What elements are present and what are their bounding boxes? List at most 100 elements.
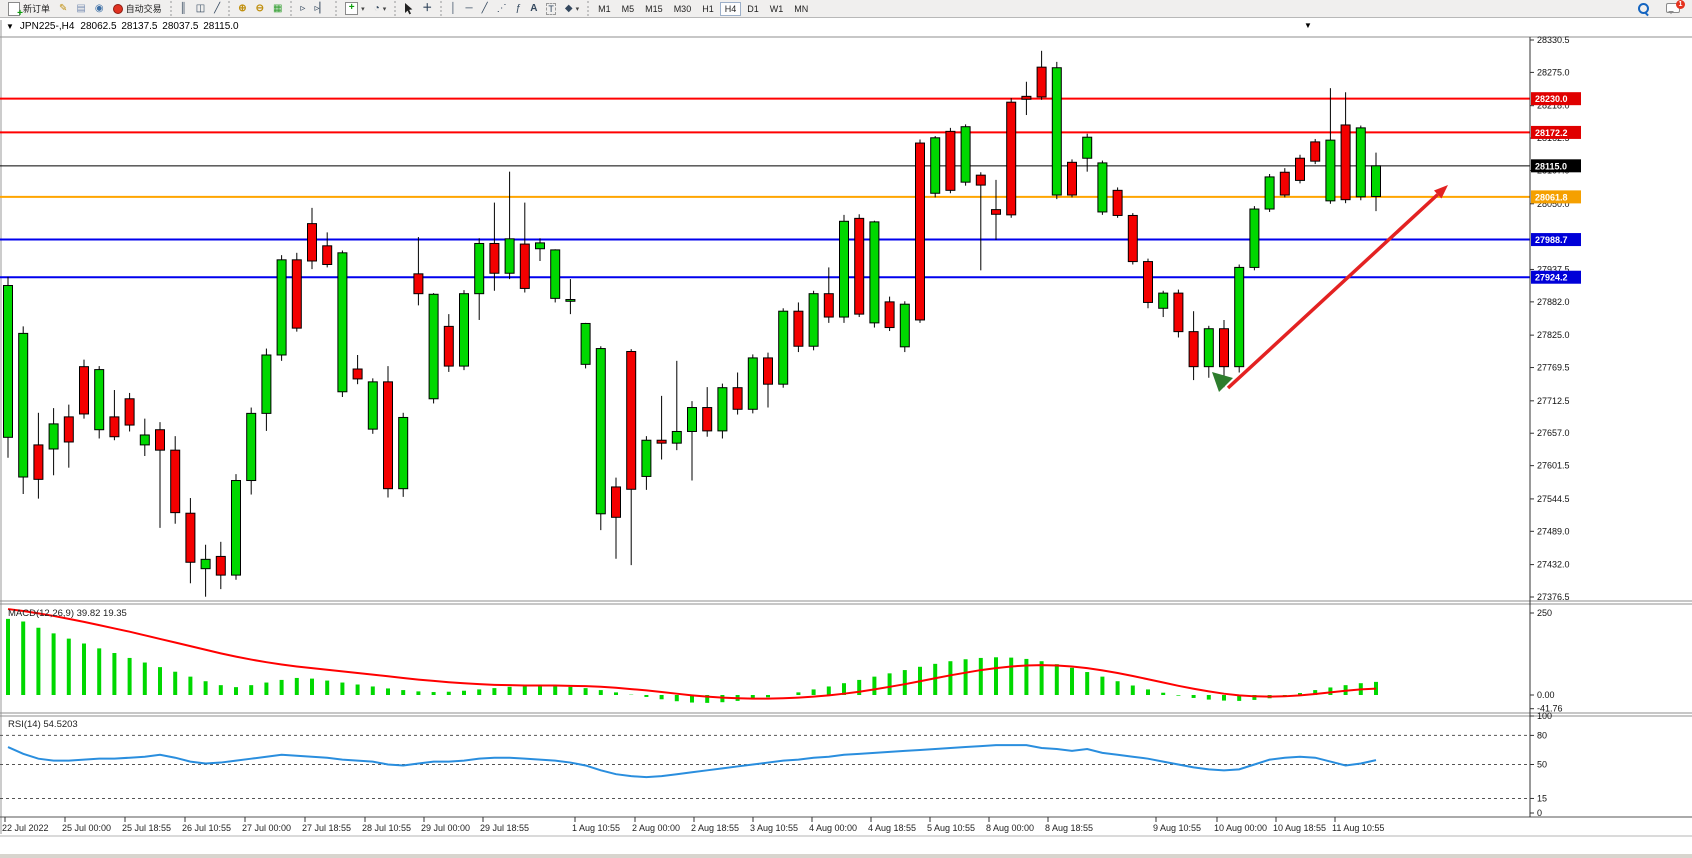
text-label-button[interactable]: T bbox=[542, 2, 560, 16]
bear-candle bbox=[975, 174, 986, 186]
bear-candle bbox=[626, 350, 637, 490]
fibonacci-button[interactable]: ƒ bbox=[512, 2, 526, 16]
bear-candle bbox=[1036, 66, 1047, 98]
candlestick-chart-button[interactable]: ◫ bbox=[192, 2, 209, 16]
bear-candle bbox=[945, 130, 956, 191]
timeframe-w1-button[interactable]: W1 bbox=[765, 2, 789, 16]
bear-candle bbox=[170, 449, 181, 514]
timeframe-m15-button[interactable]: M15 bbox=[640, 2, 668, 16]
chevron-down-icon: ▾ bbox=[382, 5, 387, 13]
add-indicator-button[interactable]: + ▾ bbox=[341, 2, 369, 16]
vertical-line-button[interactable]: │ bbox=[446, 2, 460, 16]
timeframe-h1-button[interactable]: H1 bbox=[697, 2, 719, 16]
objects-group: │ ─ ╱ ⋰ ƒ A T ◆ ▾ bbox=[440, 1, 587, 16]
bull-candle bbox=[1371, 165, 1381, 197]
svg-text:27712.5: 27712.5 bbox=[1537, 396, 1570, 406]
chat-icon: 1 bbox=[1666, 0, 1685, 14]
chart-shift-button[interactable]: ▹▏ bbox=[310, 2, 331, 16]
auto-trading-label: 自动交易 bbox=[125, 4, 162, 14]
bull-candle bbox=[337, 252, 348, 393]
svg-text:27769.5: 27769.5 bbox=[1537, 363, 1570, 373]
equidistant-channel-button[interactable]: ⋰ bbox=[493, 2, 511, 16]
zoom-in-icon: ⊕ bbox=[238, 2, 247, 14]
search-button[interactable] bbox=[1634, 2, 1654, 16]
bear-candle bbox=[1188, 331, 1199, 368]
zoom-in-button[interactable]: ⊕ bbox=[234, 2, 250, 16]
timeframe-mn-button[interactable]: MN bbox=[789, 2, 813, 16]
svg-text:27988.7: 27988.7 bbox=[1535, 235, 1568, 245]
timeframe-m1-button[interactable]: M1 bbox=[593, 2, 616, 16]
timeframe-h4-button[interactable]: H4 bbox=[719, 1, 742, 16]
macd-label: MACD(12,26,9) 39.82 19.35 bbox=[8, 608, 127, 619]
signals-button[interactable]: ◉ bbox=[91, 2, 108, 16]
horizontal-line-button[interactable]: ─ bbox=[462, 2, 477, 16]
bull-candle bbox=[687, 407, 697, 432]
svg-text:27544.5: 27544.5 bbox=[1537, 494, 1570, 504]
line-chart-button[interactable]: ╱ bbox=[210, 2, 224, 16]
tile-windows-button[interactable]: ▦ bbox=[269, 2, 286, 16]
price-badge bbox=[1531, 233, 1581, 247]
bull-candle bbox=[899, 303, 910, 348]
svg-text:4 Aug 00:00: 4 Aug 00:00 bbox=[809, 823, 857, 833]
bull-candle bbox=[139, 434, 150, 446]
auto-trading-button[interactable]: 自动交易 bbox=[109, 2, 166, 16]
bull-candle bbox=[1355, 127, 1366, 198]
bear-candle bbox=[1112, 189, 1123, 216]
collapse-icon[interactable]: ▼ bbox=[6, 22, 14, 31]
bull-candle bbox=[1325, 139, 1336, 202]
auto-scroll-button[interactable]: ▹ bbox=[296, 2, 309, 16]
svg-text:8 Aug 18:55: 8 Aug 18:55 bbox=[1045, 823, 1093, 833]
trend-arrow bbox=[1212, 185, 1448, 392]
open-value: 28062.5 bbox=[80, 21, 117, 32]
period-button[interactable]: ◔ ▾ bbox=[370, 2, 391, 16]
bull-candle bbox=[595, 348, 606, 515]
highlighter-button[interactable]: ✎ bbox=[55, 2, 71, 16]
ohlc-readout: 28062.5 28137.5 28037.5 28115.0 bbox=[80, 21, 240, 32]
new-order-icon: + bbox=[8, 1, 23, 18]
bear-candle bbox=[1219, 328, 1229, 368]
svg-text:28230.0: 28230.0 bbox=[1535, 94, 1568, 104]
timeframe-m5-button[interactable]: M5 bbox=[617, 2, 640, 16]
svg-text:29 Jul 18:55: 29 Jul 18:55 bbox=[480, 823, 529, 833]
svg-text:22 Jul 2022: 22 Jul 2022 bbox=[2, 823, 49, 833]
notifications-button[interactable]: 1 bbox=[1662, 0, 1685, 16]
crosshair-button[interactable]: ＋ bbox=[418, 2, 436, 16]
new-order-label: 新订单 bbox=[23, 4, 51, 14]
svg-text:27 Jul 18:55: 27 Jul 18:55 bbox=[302, 823, 351, 833]
svg-text:2 Aug 00:00: 2 Aug 00:00 bbox=[632, 823, 680, 833]
trendline-button[interactable]: ╱ bbox=[478, 2, 492, 16]
svg-text:28 Jul 10:55: 28 Jul 10:55 bbox=[362, 823, 411, 833]
cursor-button[interactable] bbox=[400, 2, 417, 16]
new-order-button[interactable]: + 新订单 bbox=[4, 1, 54, 18]
low-value: 28037.5 bbox=[162, 21, 199, 32]
bull-candle bbox=[94, 369, 105, 431]
zoom-group: ⊕ ⊖ ▦ bbox=[228, 1, 290, 16]
scroll-marker-icon[interactable]: ▼ bbox=[1304, 21, 1312, 30]
horizontal-line-icon: ─ bbox=[465, 2, 473, 14]
depth-of-market-icon: ▤ bbox=[76, 2, 86, 14]
svg-text:-41.76: -41.76 bbox=[1537, 704, 1563, 714]
bear-candle bbox=[352, 368, 363, 380]
bull-candle bbox=[231, 480, 241, 576]
timeframe-m30-button[interactable]: M30 bbox=[669, 2, 697, 16]
depth-of-market-button[interactable]: ▤ bbox=[72, 2, 89, 16]
svg-text:29 Jul 00:00: 29 Jul 00:00 bbox=[421, 823, 470, 833]
bear-candle bbox=[915, 142, 925, 321]
bull-candle bbox=[1082, 136, 1093, 159]
bar-chart-button[interactable]: ║ bbox=[176, 2, 191, 16]
zoom-out-button[interactable]: ⊖ bbox=[252, 2, 268, 16]
bull-candle bbox=[535, 242, 545, 250]
timeframe-d1-button[interactable]: D1 bbox=[742, 2, 764, 16]
svg-text:27 Jul 00:00: 27 Jul 00:00 bbox=[242, 823, 291, 833]
chart-canvas[interactable]: 28330.528275.028218.028162.528107.028050… bbox=[0, 17, 1692, 841]
candlestick-chart-icon: ◫ bbox=[195, 2, 206, 14]
svg-text:27882.0: 27882.0 bbox=[1537, 297, 1570, 307]
text-button[interactable]: A bbox=[526, 2, 541, 16]
bear-candle bbox=[322, 245, 333, 265]
svg-text:27601.5: 27601.5 bbox=[1537, 461, 1570, 471]
bear-candle bbox=[489, 242, 500, 274]
price-badge bbox=[1531, 159, 1581, 173]
shapes-button[interactable]: ◆ ▾ bbox=[561, 2, 583, 16]
bull-candle bbox=[839, 220, 849, 318]
chevron-down-icon: ▾ bbox=[575, 5, 580, 13]
